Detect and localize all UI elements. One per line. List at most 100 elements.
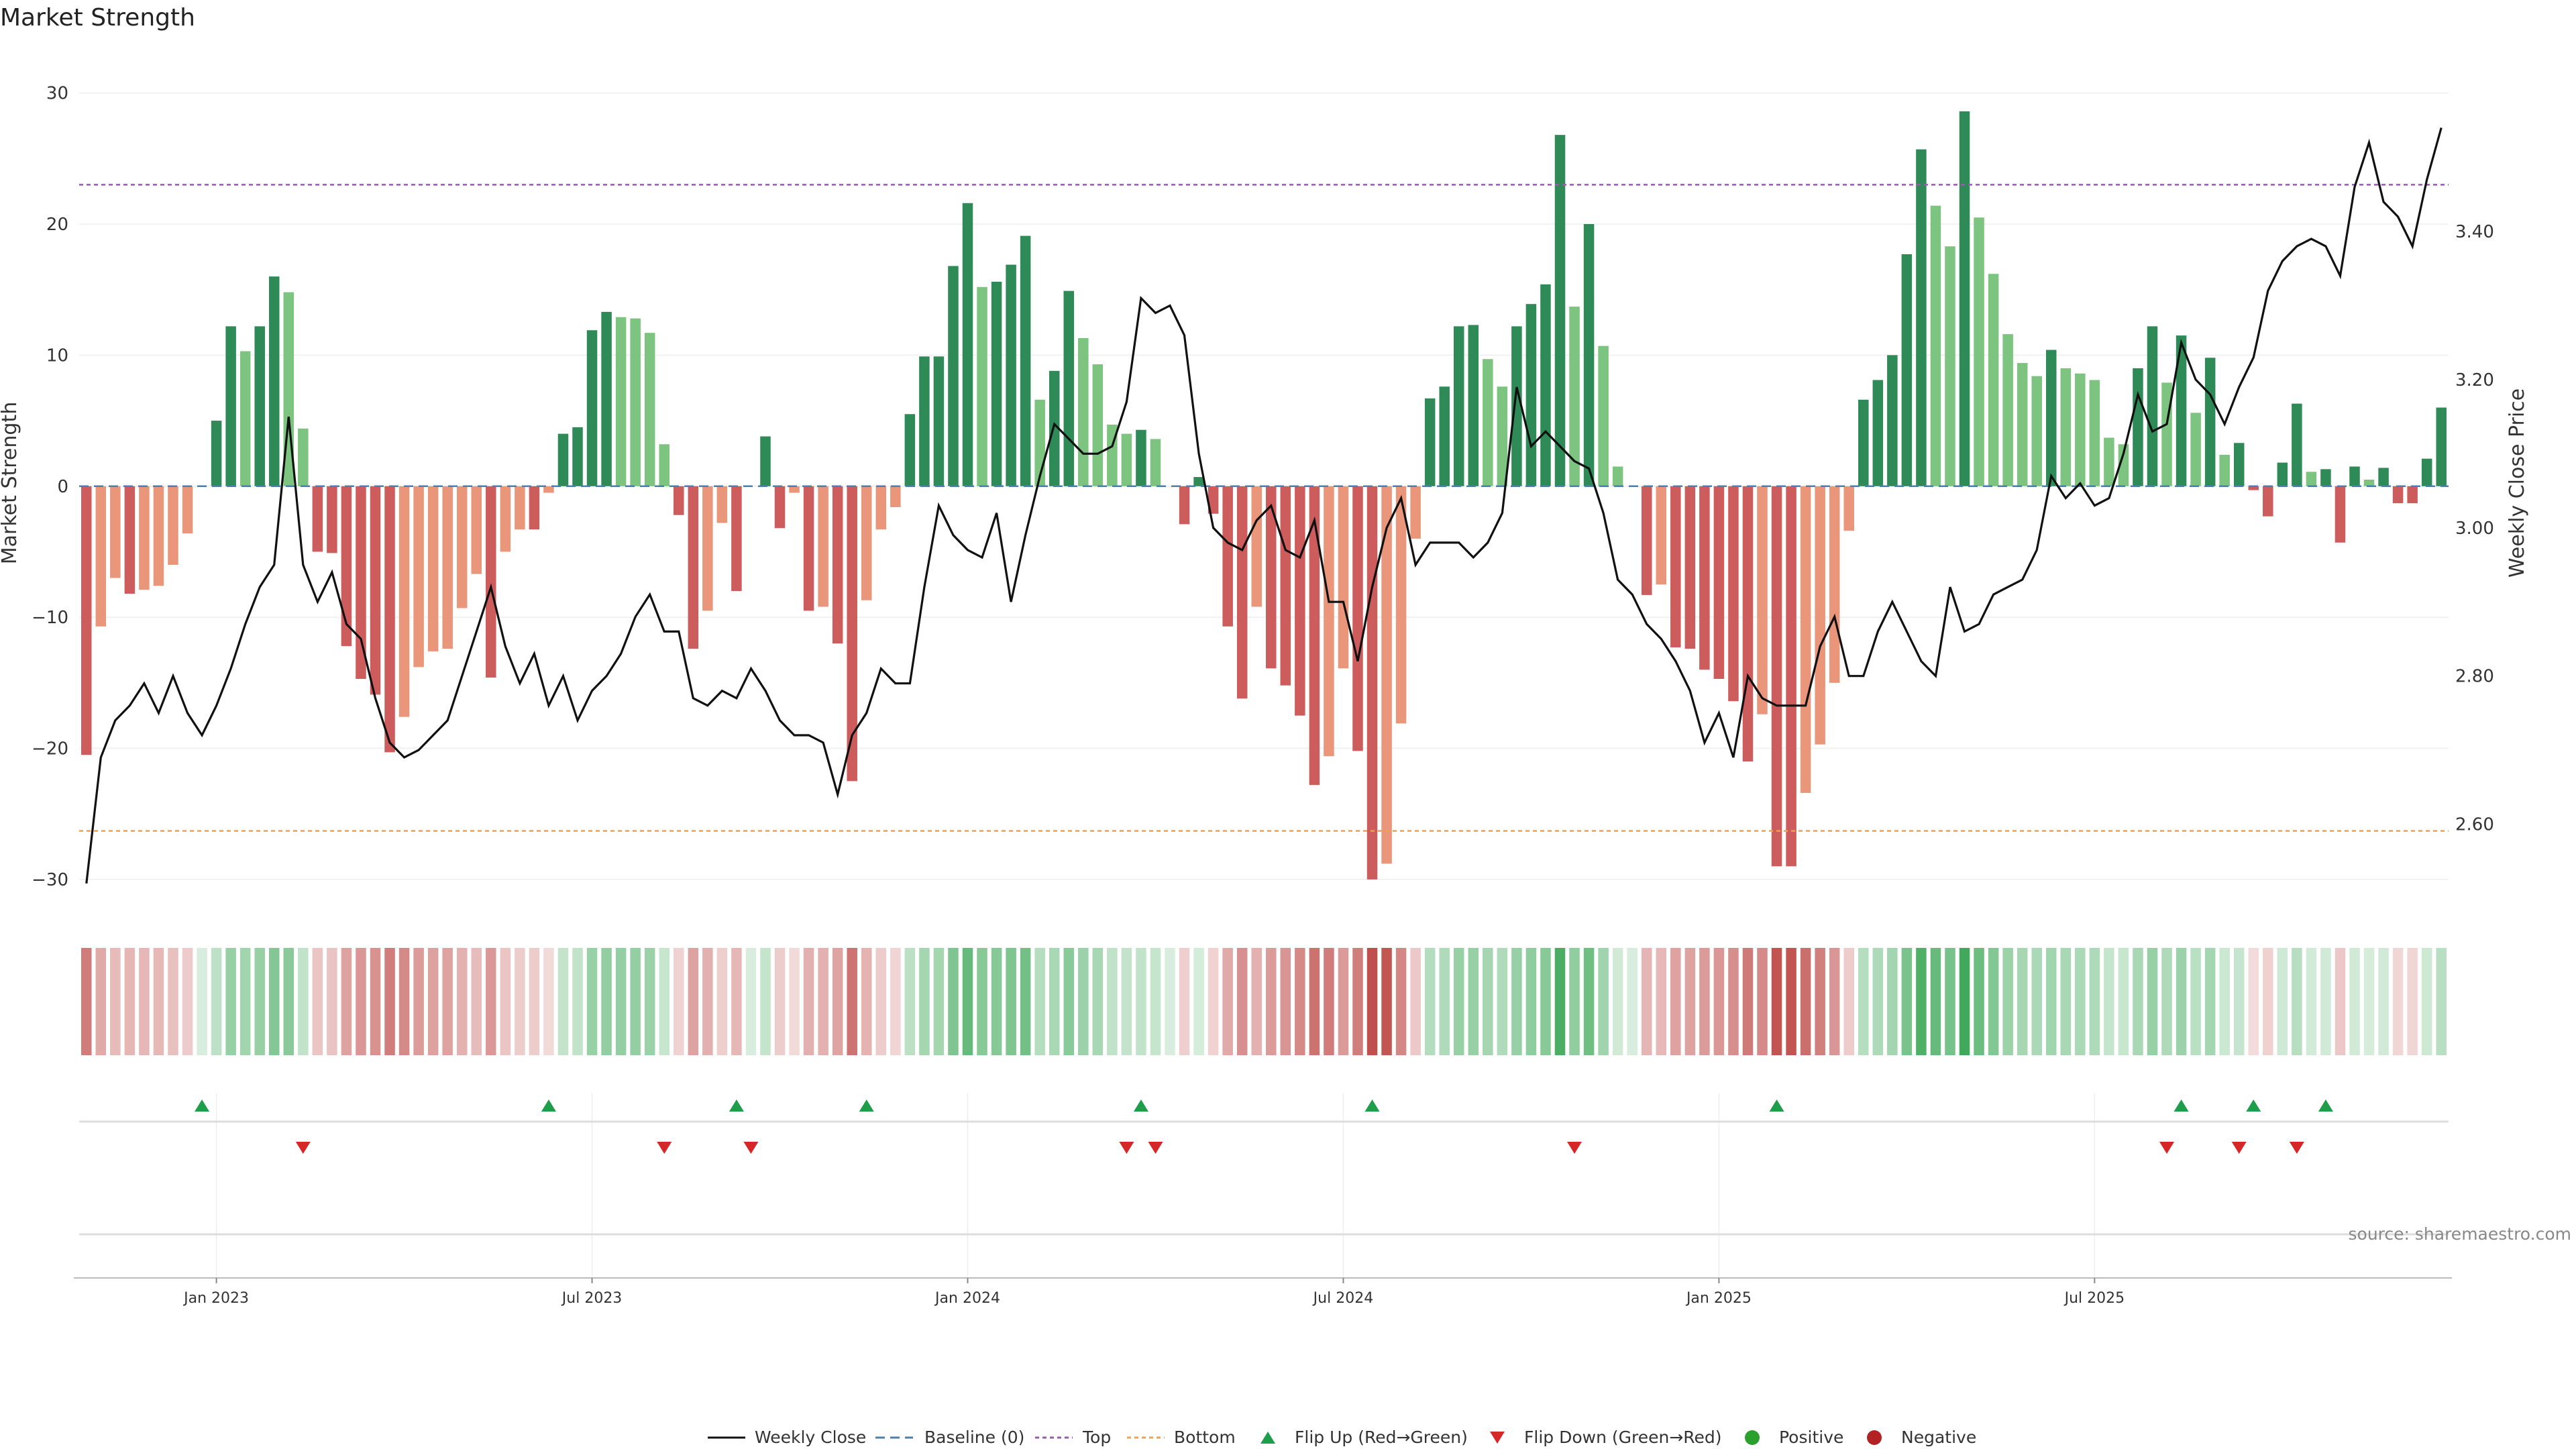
strength-bar — [832, 486, 843, 644]
strength-bar — [1713, 486, 1725, 679]
y-tick-label: 0 — [57, 477, 68, 497]
strength-bar — [2204, 358, 2216, 486]
strength-bar — [2017, 363, 2028, 486]
strength-bar — [398, 486, 410, 717]
heat-cell — [1757, 948, 1768, 1055]
date-label: Jan 2025 — [1685, 1290, 1752, 1307]
heat-cell — [1078, 948, 1089, 1055]
heat-cell — [211, 948, 222, 1055]
strength-bar — [95, 486, 107, 627]
strength-bar — [1916, 149, 1927, 486]
strength-bar — [2334, 486, 2346, 543]
legend-label: Positive — [1779, 1428, 1843, 1447]
y2-tick-label: 3.00 — [2455, 519, 2494, 539]
strength-bar — [1366, 486, 1378, 879]
flip-down-marker — [1119, 1142, 1134, 1154]
heat-cell — [2002, 948, 2013, 1055]
heat-cell — [1063, 948, 1075, 1055]
flip-up-marker — [1769, 1099, 1784, 1112]
strength-bar — [615, 317, 627, 486]
strength-bar — [1887, 355, 1898, 486]
heat-cell — [2248, 948, 2259, 1055]
strength-bar — [674, 486, 684, 515]
strength-bar — [2363, 480, 2375, 486]
strength-bar — [312, 486, 323, 552]
heat-cell — [2147, 948, 2158, 1055]
heat-cell — [644, 948, 655, 1055]
heat-cell — [1366, 948, 1378, 1055]
heat-cell — [760, 948, 771, 1055]
strength-bar — [716, 486, 728, 523]
heat-cell — [2392, 948, 2404, 1055]
date-label: Jan 2024 — [934, 1290, 1000, 1307]
strength-bar — [327, 486, 337, 553]
heat-cell — [1497, 948, 1508, 1055]
strength-bar — [81, 486, 92, 755]
strength-bar — [2292, 403, 2302, 486]
heat-cell — [1858, 948, 1869, 1055]
heat-cell — [1916, 948, 1927, 1055]
heat-cell — [298, 948, 309, 1055]
heat-cell — [1945, 948, 1955, 1055]
heat-cell — [601, 948, 612, 1055]
heat-cell — [413, 948, 424, 1055]
strength-bar — [1121, 433, 1132, 486]
strength-bar — [991, 281, 1002, 486]
heat-cell — [1583, 948, 1595, 1055]
strength-bar — [1468, 325, 1479, 486]
strength-bar — [1554, 135, 1566, 486]
strength-bar — [1525, 304, 1537, 486]
heat-cell — [471, 948, 482, 1055]
heat-cell — [1670, 948, 1681, 1055]
strength-bar — [803, 486, 814, 611]
heat-cell — [1771, 948, 1782, 1055]
heat-cell — [615, 948, 627, 1055]
strength-bar — [1381, 486, 1392, 864]
strength-bar — [601, 311, 612, 486]
y-tick-label: 20 — [46, 215, 68, 235]
strength-bar — [1497, 386, 1508, 486]
heat-cell — [124, 948, 136, 1055]
heat-cell — [702, 948, 713, 1055]
strength-bar — [153, 486, 164, 586]
strength-bar — [1930, 205, 1941, 486]
legend-swatch — [1867, 1430, 1882, 1445]
heat-cell — [674, 948, 684, 1055]
heat-cell — [1381, 948, 1392, 1055]
heat-cell — [2263, 948, 2273, 1055]
heat-cell — [572, 948, 583, 1055]
date-label: Jan 2023 — [182, 1290, 249, 1307]
strength-bar — [442, 486, 453, 649]
strength-bar — [774, 486, 786, 529]
y-axis-label: Market Strength — [0, 402, 21, 564]
strength-bar — [1974, 217, 1984, 486]
heat-cell — [500, 948, 511, 1055]
strength-bar — [2133, 368, 2143, 486]
strength-bar — [1540, 284, 1551, 486]
strength-bar — [2075, 373, 2086, 486]
strength-bar — [2306, 472, 2317, 486]
y2-axis-label: Weekly Close Price — [2506, 388, 2529, 578]
heat-cell — [2219, 948, 2230, 1055]
heat-cell — [254, 948, 265, 1055]
heat-cell — [1107, 948, 1118, 1055]
strength-bar — [1049, 370, 1060, 486]
strength-bar — [818, 486, 828, 607]
heat-cell — [2233, 948, 2245, 1055]
heat-cell — [716, 948, 728, 1055]
heat-cell — [2334, 948, 2346, 1055]
flip-down-marker — [2289, 1142, 2304, 1154]
strength-bar — [861, 486, 872, 600]
strength-bar — [211, 421, 222, 486]
heat-cell — [2378, 948, 2389, 1055]
heat-cell — [659, 948, 669, 1055]
strength-bar — [1309, 486, 1320, 786]
chart-legend: Weekly Close Baseline (0) Top Bottom Flip Up… — [708, 1428, 1976, 1447]
strength-bar — [2277, 462, 2288, 486]
heat-cell — [197, 948, 207, 1055]
strength-bar — [370, 486, 381, 695]
heat-cell — [832, 948, 843, 1055]
flip-down-marker — [295, 1142, 311, 1154]
heat-cell — [1193, 948, 1204, 1055]
heat-cell — [1525, 948, 1537, 1055]
